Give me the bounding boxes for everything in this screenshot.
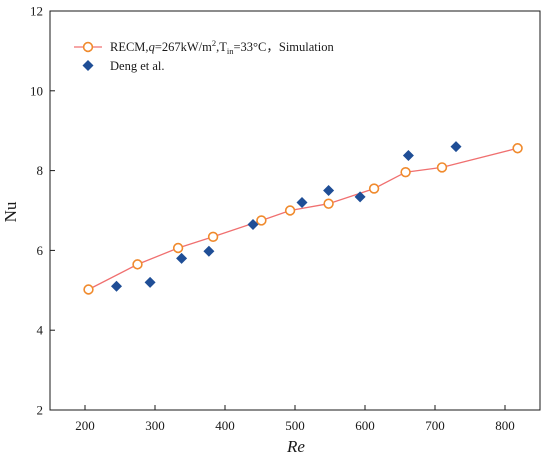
y-tick-label: 6	[37, 243, 44, 258]
x-tick-label: 800	[495, 418, 515, 433]
legend-marker-simulation	[82, 41, 94, 53]
legend-label-simulation: RECM,q=267kW/m2,Tin=33°C，Simulation	[110, 38, 335, 56]
legend: RECM,q=267kW/m2,Tin=33°C，Simulation Deng…	[74, 38, 335, 73]
data-point-deng	[450, 141, 462, 153]
x-tick-label: 400	[215, 418, 235, 433]
x-axis-label: Re	[286, 437, 305, 456]
data-point-simulation	[512, 143, 523, 154]
data-point-deng	[323, 185, 335, 197]
data-point-simulation	[323, 198, 334, 209]
y-tick-label: 10	[30, 83, 43, 98]
data-point-deng	[176, 252, 188, 264]
y-axis-label: Nu	[1, 201, 20, 222]
data-point-simulation	[368, 183, 380, 194]
series-line-simulation	[88, 147, 518, 291]
y-tick-label: 8	[37, 163, 44, 178]
x-tick-label: 300	[145, 418, 165, 433]
data-point-simulation	[400, 166, 411, 178]
x-tick-label: 700	[425, 418, 445, 433]
y-tick-label: 4	[37, 323, 44, 338]
x-tick-label: 500	[285, 418, 305, 433]
data-point-deng	[203, 245, 215, 257]
data-point-deng	[247, 218, 259, 230]
data-point-simulation	[132, 259, 143, 270]
data-point-deng	[111, 280, 122, 292]
data-point-simulation	[83, 284, 94, 295]
data-point-simulation	[284, 205, 296, 216]
data-point-simulation	[436, 162, 448, 173]
y-tick-label: 2	[37, 403, 44, 418]
y-tick-label: 12	[30, 4, 43, 19]
data-point-deng	[296, 197, 308, 209]
legend-marker-deng	[82, 60, 94, 71]
data-point-deng	[354, 191, 366, 203]
legend-label-deng: Deng et al.	[110, 59, 165, 73]
data-point-simulation	[256, 215, 267, 226]
x-tick-label: 600	[355, 418, 375, 433]
x-tick-label: 200	[75, 418, 95, 433]
data-point-simulation	[207, 231, 219, 243]
data-point-deng	[402, 149, 414, 161]
data-point-deng	[144, 276, 156, 288]
data-point-simulation	[172, 242, 184, 254]
